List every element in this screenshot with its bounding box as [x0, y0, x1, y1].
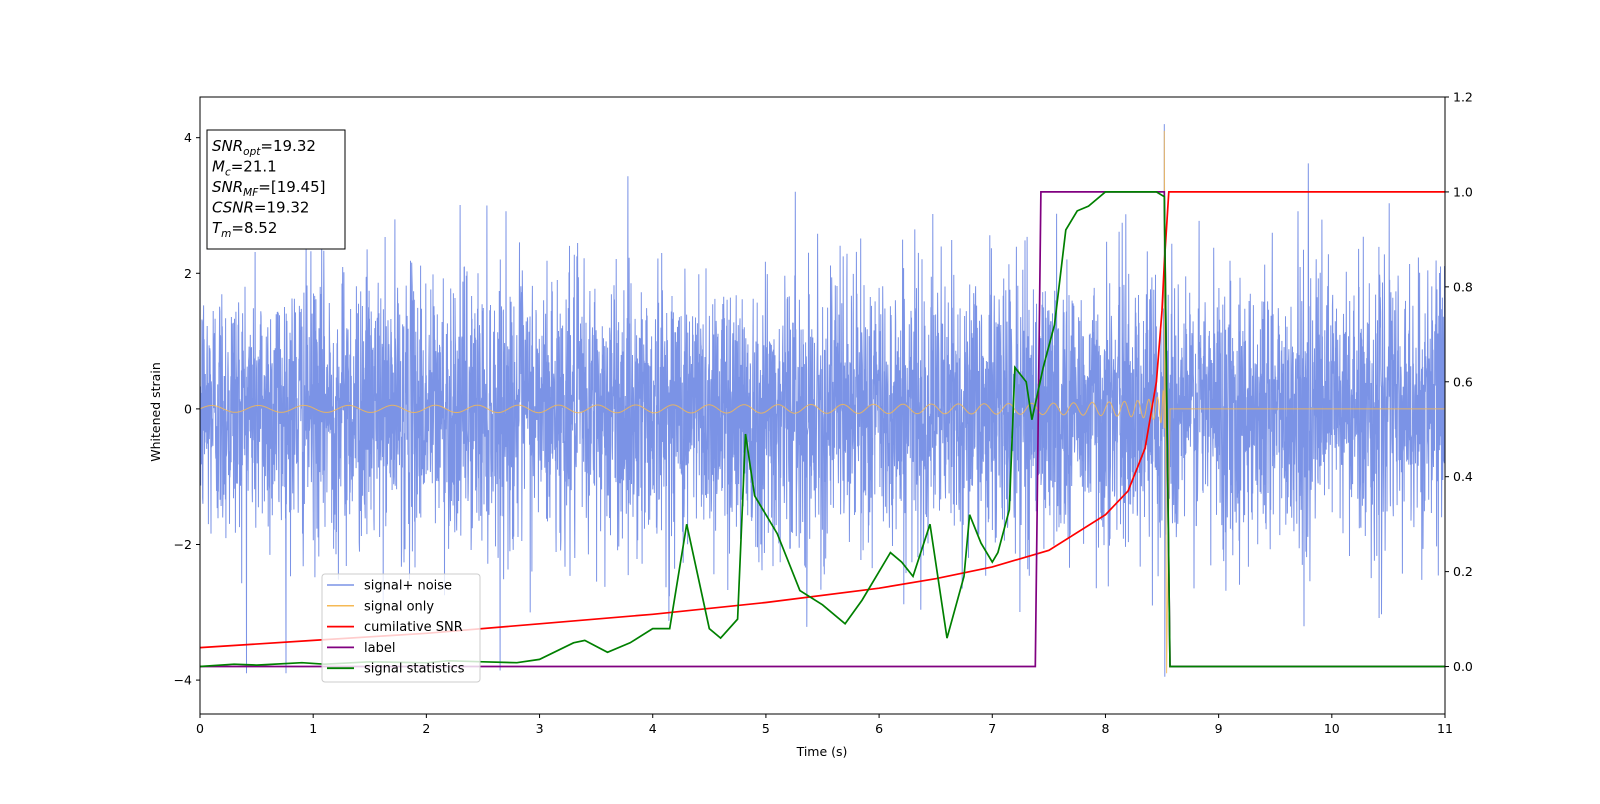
legend-entry-label: signal only [364, 599, 434, 614]
y-right-tick-label: 1.2 [1453, 90, 1473, 105]
y-tick-label: 2 [184, 266, 192, 281]
x-tick-label: 8 [1101, 721, 1109, 736]
x-tick-label: 11 [1437, 721, 1453, 736]
legend: signal+ noise signal only cumilative SNR la… [321, 573, 481, 683]
series-line-signal-noise [200, 124, 1445, 677]
y-right-tick-label: 0.4 [1453, 469, 1473, 484]
legend-frame [321, 573, 481, 683]
y-tick-label: 4 [184, 130, 192, 145]
annotation-frame [206, 129, 346, 250]
legend-entry-label: cumilative SNR [364, 620, 463, 635]
x-tick-label: 0 [196, 721, 204, 736]
x-tick-label: 1 [309, 721, 317, 736]
y-axis-label: Whitened strain [148, 362, 163, 461]
series-line-signal-only [200, 130, 1445, 674]
y-tick-label: −2 [174, 537, 192, 552]
annotation-line: CSNR=19.32 [212, 199, 309, 217]
y-right-tick-label: 0.2 [1453, 564, 1473, 579]
y-right-tick-label: 0.6 [1453, 374, 1473, 389]
y-right-tick-label: 0.0 [1453, 659, 1473, 674]
legend-entry-label: signal+ noise [364, 579, 452, 594]
x-tick-label: 10 [1324, 721, 1340, 736]
plot-area [200, 124, 1445, 677]
x-tick-label: 4 [649, 721, 657, 736]
series-line-signal-statistics [200, 191, 1445, 668]
y-right-tick-label: 0.8 [1453, 279, 1473, 294]
x-tick-label: 7 [988, 721, 996, 736]
y-tick-label: −4 [174, 673, 192, 688]
annotation-line: SNRMF=[19.45] [212, 178, 326, 199]
x-tick-label: 5 [762, 721, 770, 736]
axes: 0 1 2 3 4 5 6 7 8 9 10 11 −4 −2 0 2 4 0.0 0.2 0.4 0.6 0.8 1.0 1… [174, 90, 1473, 737]
legend-entry-label: signal statistics [364, 662, 465, 677]
y-right-tick-label: 1.0 [1453, 184, 1473, 199]
series-line-cumilative-snr [200, 191, 1445, 649]
annotation-line: Mc=21.1 [212, 158, 277, 179]
y-tick-label: 0 [184, 401, 192, 416]
legend-entry-label: label [364, 641, 395, 656]
x-tick-label: 2 [422, 721, 430, 736]
annotation-box: SNRopt=19.32Mc=21.1SNRMF=[19.45]CSNR=19.… [206, 129, 346, 250]
x-tick-label: 6 [875, 721, 883, 736]
annotation-line: SNRopt=19.32 [212, 137, 316, 158]
x-tick-label: 9 [1215, 721, 1223, 736]
x-tick-label: 3 [536, 721, 544, 736]
x-axis-label: Time (s) [796, 744, 848, 759]
annotation-line: Tm=8.52 [212, 219, 277, 240]
axes-frame [199, 96, 1446, 715]
